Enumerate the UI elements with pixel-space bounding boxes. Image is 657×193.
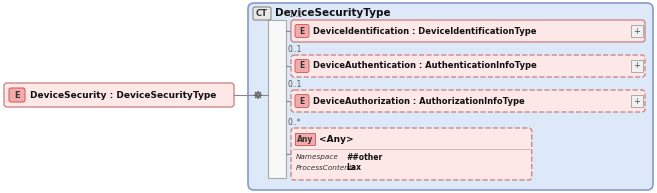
FancyBboxPatch shape bbox=[295, 95, 309, 108]
FancyBboxPatch shape bbox=[248, 3, 653, 190]
Text: 0..1: 0..1 bbox=[288, 80, 302, 89]
FancyBboxPatch shape bbox=[253, 7, 271, 20]
FancyBboxPatch shape bbox=[295, 25, 309, 37]
Text: 0..1: 0..1 bbox=[288, 45, 302, 54]
Bar bbox=[268, 20, 286, 178]
FancyBboxPatch shape bbox=[291, 55, 645, 77]
Bar bbox=[631, 25, 643, 37]
Text: ProcessContents: ProcessContents bbox=[296, 165, 357, 171]
Text: E: E bbox=[14, 91, 20, 100]
Text: +: + bbox=[633, 96, 641, 106]
Text: DeviceAuthentication : AuthenticationInfoType: DeviceAuthentication : AuthenticationInf… bbox=[313, 62, 537, 70]
Text: Any: Any bbox=[297, 135, 313, 144]
Text: E: E bbox=[300, 96, 305, 106]
Text: DeviceIdentification : DeviceIdentificationType: DeviceIdentification : DeviceIdentificat… bbox=[313, 26, 537, 36]
FancyBboxPatch shape bbox=[4, 83, 234, 107]
FancyBboxPatch shape bbox=[9, 88, 25, 102]
Bar bbox=[295, 133, 315, 145]
Text: 1..1: 1..1 bbox=[288, 10, 302, 19]
Text: +: + bbox=[633, 62, 641, 70]
Text: DeviceAuthorization : AuthorizationInfoType: DeviceAuthorization : AuthorizationInfoT… bbox=[313, 96, 525, 106]
FancyBboxPatch shape bbox=[291, 128, 532, 180]
Text: DeviceSecurityType: DeviceSecurityType bbox=[275, 8, 391, 19]
FancyBboxPatch shape bbox=[291, 20, 645, 42]
Bar bbox=[631, 60, 643, 72]
Text: ##other: ##other bbox=[346, 152, 382, 162]
Text: Namespace: Namespace bbox=[296, 154, 339, 160]
Text: E: E bbox=[300, 62, 305, 70]
FancyBboxPatch shape bbox=[295, 59, 309, 73]
Text: Lax: Lax bbox=[346, 163, 361, 173]
Text: DeviceSecurity : DeviceSecurityType: DeviceSecurity : DeviceSecurityType bbox=[30, 91, 216, 100]
Text: +: + bbox=[633, 26, 641, 36]
Text: 0..*: 0..* bbox=[288, 118, 302, 127]
FancyBboxPatch shape bbox=[291, 90, 645, 112]
Text: E: E bbox=[300, 26, 305, 36]
Bar bbox=[631, 95, 643, 107]
Text: CT: CT bbox=[256, 9, 268, 18]
Text: <Any>: <Any> bbox=[319, 135, 353, 144]
